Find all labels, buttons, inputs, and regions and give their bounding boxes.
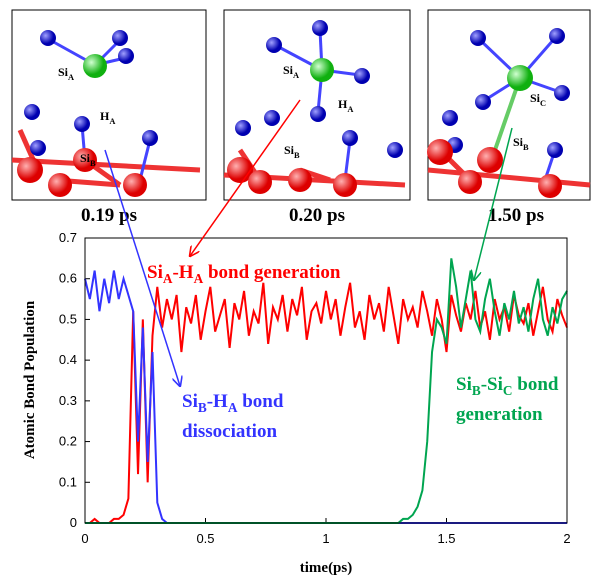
arrow: [474, 127, 513, 280]
y-tick-label: 0.4: [59, 352, 77, 367]
snapshot: SiC SiB 1.50 ps: [427, 9, 591, 226]
annotation: SiB-HA bond: [182, 391, 284, 415]
x-axis-label: time(ps): [300, 560, 353, 576]
y-tick-label: 0.2: [59, 434, 77, 449]
annotation: generation: [456, 404, 543, 425]
annotation: SiA-HA bond generation: [147, 262, 341, 286]
annotation: dissociation: [182, 421, 277, 442]
atom-label: HA: [338, 97, 353, 114]
x-tick-label: 1.5: [437, 531, 455, 546]
arrow: [104, 149, 180, 386]
snapshot-time: 1.50 ps: [488, 205, 544, 226]
y-axis-label: Atomic Bond Population: [22, 300, 38, 459]
series-line: [85, 282, 568, 524]
atom-label: HA: [100, 109, 115, 126]
plot-frame: [84, 237, 568, 524]
snapshot-time: 0.19 ps: [81, 205, 137, 226]
arrow: [190, 99, 301, 256]
y-tick-label: 0.5: [59, 311, 77, 326]
y-tick-label: 0.6: [59, 271, 77, 286]
atom-label: SiC: [530, 91, 546, 108]
atom-label: SiB: [80, 151, 96, 168]
x-tick-label: 2: [563, 531, 570, 546]
x-tick-label: 0: [81, 531, 88, 546]
atom-label: SiB: [284, 143, 300, 160]
annotation: SiB-SiC bond: [456, 374, 559, 398]
y-tick-label: 0.3: [59, 393, 77, 408]
y-tick-label: 0.7: [59, 230, 77, 245]
y-tick-label: 0.1: [59, 474, 77, 489]
atom-label: SiA: [283, 63, 299, 80]
atom-label: SiB: [513, 135, 529, 152]
snapshot-time: 0.20 ps: [289, 205, 345, 226]
snapshot: SiA HA SiB 0.20 ps: [223, 9, 411, 226]
atom-label: SiA: [58, 65, 74, 82]
snapshot: SiA HA SiB 0.19 ps: [11, 9, 207, 226]
x-tick-label: 1: [322, 531, 329, 546]
x-tick-label: 0.5: [196, 531, 214, 546]
y-tick-label: 0: [70, 515, 77, 530]
